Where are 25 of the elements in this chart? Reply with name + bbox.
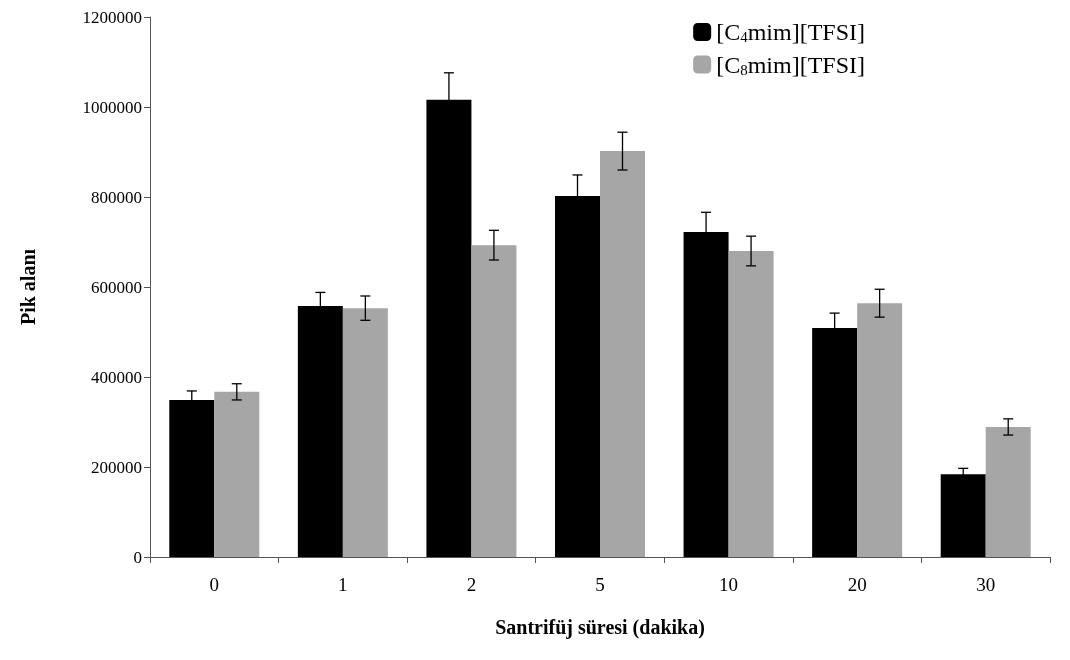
y-tick-label: 1200000 xyxy=(82,7,142,27)
bar xyxy=(728,251,774,557)
bar xyxy=(342,308,388,557)
x-tick-label: 0 xyxy=(209,574,220,595)
bar xyxy=(214,391,260,557)
x-tick-label: 5 xyxy=(595,574,605,595)
legend-label: [C4mim][TFSI] xyxy=(716,19,865,45)
y-tick-label: 1000000 xyxy=(82,97,142,117)
x-tick-label: 2 xyxy=(466,574,477,595)
y-tick-label: 200000 xyxy=(91,457,142,477)
x-tick-label: 1 xyxy=(338,574,348,595)
bar xyxy=(600,151,645,557)
legend-label: [C8mim][TFSI] xyxy=(716,51,865,78)
bar xyxy=(857,303,903,557)
y-tick-label: 800000 xyxy=(91,187,142,207)
x-tick-label: 10 xyxy=(719,574,739,595)
x-tick-label: 20 xyxy=(847,574,867,595)
x-tick-label: 30 xyxy=(976,574,996,595)
y-tick-label: 600000 xyxy=(91,277,142,297)
x-axis-title: Santrifüj süresi (dakika) xyxy=(495,616,705,639)
bar xyxy=(985,426,1031,557)
y-tick-label: 0 xyxy=(133,547,142,567)
bar xyxy=(471,245,517,557)
y-tick-label: 400000 xyxy=(91,367,142,387)
y-axis-title: Pik alanı xyxy=(17,248,39,326)
